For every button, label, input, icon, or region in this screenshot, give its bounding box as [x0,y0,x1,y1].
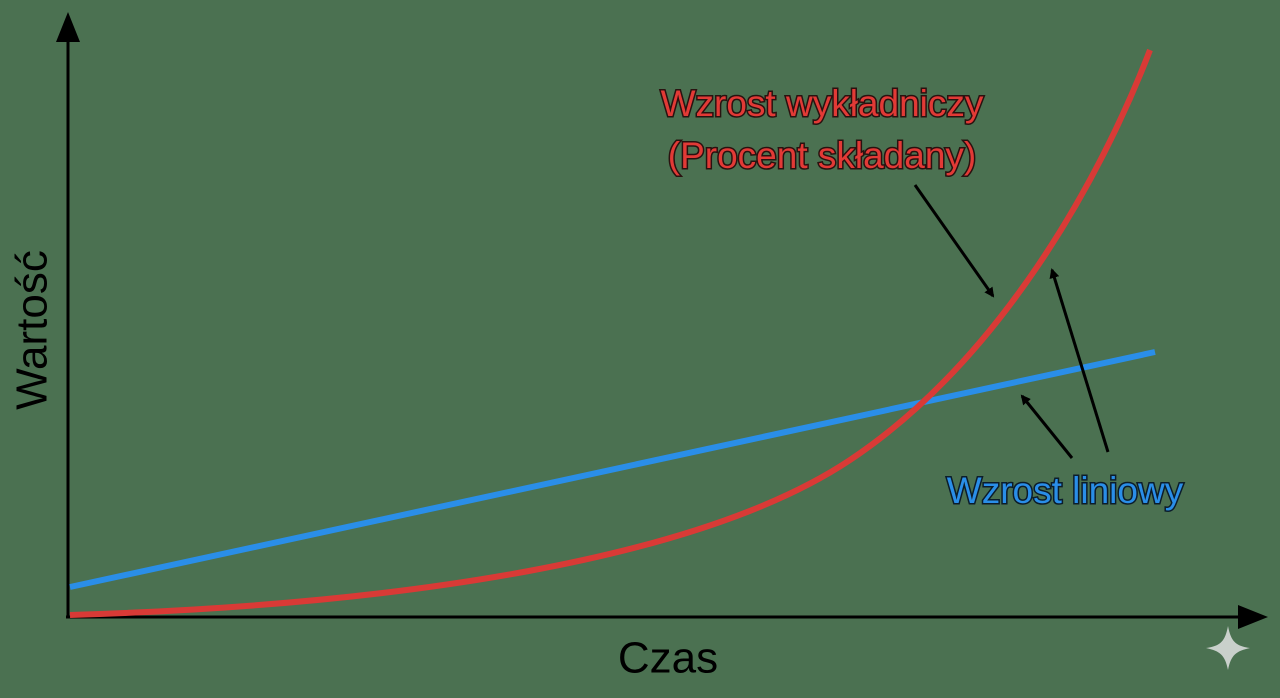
linear-line [69,349,1156,590]
arrow [913,184,995,298]
annotation: Wzrost liniowy [947,470,1184,511]
axes [56,12,1268,629]
x-axis-label: Czas [618,634,718,683]
y-axis-label: Wartość [8,250,57,410]
y-arrow [56,12,80,42]
arrows [913,184,1110,459]
exponential-curve [69,48,1153,618]
annotation: Wzrost wykładniczy [661,83,984,124]
arrow [1049,268,1110,453]
annotation: (Procent składany) [668,135,976,176]
arrow [1020,394,1074,459]
x-arrow [1238,605,1268,629]
sparkle-icon [1206,626,1250,670]
